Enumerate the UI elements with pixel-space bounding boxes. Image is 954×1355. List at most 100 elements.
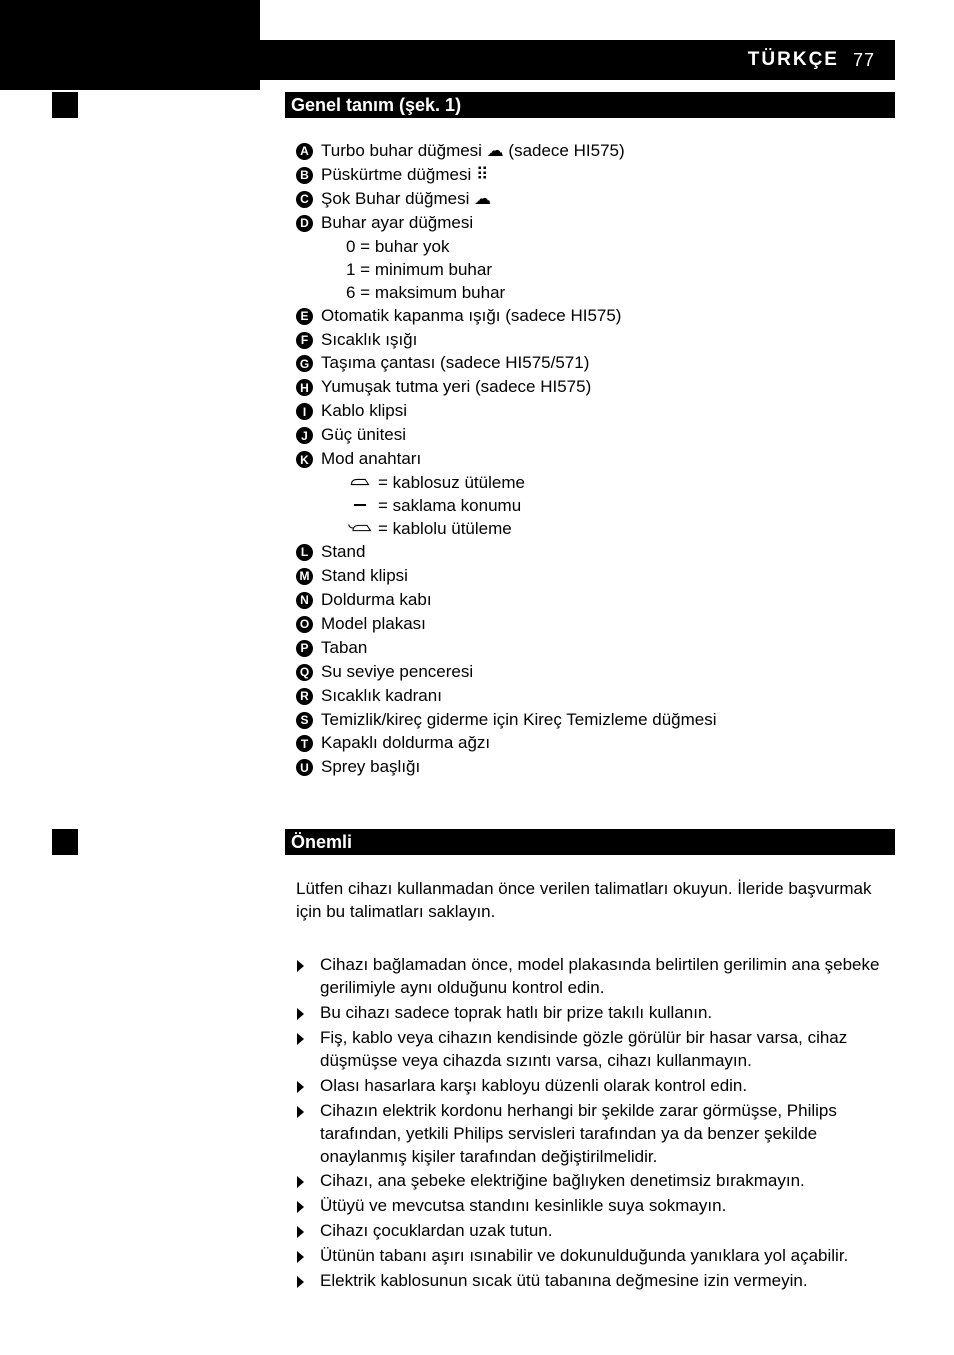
- item-text: Şok Buhar düğmesi ☁: [321, 188, 881, 211]
- bullet-text: Olası hasarlara karşı kabloyu düzenli ol…: [320, 1075, 881, 1098]
- bullet-item: Bu cihazı sadece toprak hatlı bir prize …: [296, 1002, 881, 1025]
- cordless-icon: [346, 472, 374, 495]
- sub-item: = saklama konumu: [346, 495, 881, 518]
- letter-badge: D: [296, 215, 313, 232]
- item-text: Mod anahtarı: [321, 448, 881, 471]
- sub-item: 0 = buhar yok: [346, 236, 881, 259]
- page-number: 77: [853, 50, 875, 71]
- list-item: JGüç ünitesi: [296, 424, 881, 447]
- item-text: Doldurma kabı: [321, 589, 881, 612]
- list-item: D Buhar ayar düğmesi: [296, 212, 881, 235]
- bullet-item: Olası hasarlara karşı kabloyu düzenli ol…: [296, 1075, 881, 1098]
- bullet-icon: [296, 959, 306, 973]
- item-text: Sıcaklık kadranı: [321, 685, 881, 708]
- list-item: B Püskürtme düğmesi ⠿: [296, 164, 881, 187]
- bullet-item: Ütünün tabanı aşırı ısınabilir ve dokunu…: [296, 1245, 881, 1268]
- bullet-icon: [296, 1225, 306, 1239]
- list-item: EOtomatik kapanma ışığı (sadece HI575): [296, 305, 881, 328]
- sub-item-text: = kablolu ütüleme: [378, 518, 512, 541]
- intro-text: Lütfen cihazı kullanmadan önce verilen t…: [296, 878, 881, 924]
- bullet-icon: [296, 1007, 306, 1021]
- bullet-text: Elektrik kablosunun sıcak ütü tabanına d…: [320, 1270, 881, 1293]
- bullet-text: Fiş, kablo veya cihazın kendisinde gözle…: [320, 1027, 881, 1073]
- sub-item-text: = saklama konumu: [378, 495, 521, 518]
- letter-badge: L: [296, 544, 313, 561]
- item-text: Püskürtme düğmesi ⠿: [321, 164, 881, 187]
- bullet-item: Elektrik kablosunun sıcak ütü tabanına d…: [296, 1270, 881, 1293]
- list-item: G Taşıma çantası (sadece HI575/571): [296, 352, 881, 375]
- letter-badge: Q: [296, 664, 313, 681]
- language-label: TÜRKÇE: [748, 49, 839, 71]
- item-text: Turbo buhar düğmesi ☁ (sadece HI575): [321, 140, 881, 163]
- letter-badge: U: [296, 759, 313, 776]
- bullet-text: Cihazı çocuklardan uzak tutun.: [320, 1220, 881, 1243]
- list-item: RSıcaklık kadranı: [296, 685, 881, 708]
- corded-icon: [346, 518, 374, 541]
- letter-badge: N: [296, 592, 313, 609]
- bullet-item: Cihazı, ana şebeke elektriğine bağlıyken…: [296, 1170, 881, 1193]
- sub-item: 6 = maksimum buhar: [346, 282, 881, 305]
- item-text: Su seviye penceresi: [321, 661, 881, 684]
- bullet-item: Cihazı bağlamadan önce, model plakasında…: [296, 954, 881, 1000]
- list-item: ATurbo buhar düğmesi ☁ (sadece HI575): [296, 140, 881, 163]
- letter-badge: I: [296, 403, 313, 420]
- letter-badge: E: [296, 308, 313, 325]
- letter-badge: S: [296, 712, 313, 729]
- bullet-item: Cihazı çocuklardan uzak tutun.: [296, 1220, 881, 1243]
- letter-badge: G: [296, 355, 313, 372]
- letter-badge: K: [296, 451, 313, 468]
- list-item: I Kablo klipsi: [296, 400, 881, 423]
- list-item: T Kapaklı doldurma ağzı: [296, 732, 881, 755]
- item-text: Stand: [321, 541, 881, 564]
- section2-title: Önemli: [291, 832, 352, 852]
- bullet-icon: [296, 1175, 306, 1189]
- list-item: L Stand: [296, 541, 881, 564]
- item-text: Kablo klipsi: [321, 400, 881, 423]
- section2-intro: Lütfen cihazı kullanmadan önce verilen t…: [296, 878, 881, 940]
- item-text: Stand klipsi: [321, 565, 881, 588]
- list-item: M Stand klipsi: [296, 565, 881, 588]
- list-item: H Yumuşak tutma yeri (sadece HI575): [296, 376, 881, 399]
- letter-badge: M: [296, 568, 313, 585]
- item-text: Taşıma çantası (sadece HI575/571): [321, 352, 881, 375]
- bullet-item: Ütüyü ve mevcutsa standını kesinlikle su…: [296, 1195, 881, 1218]
- page-header: TÜRKÇE 77: [0, 40, 895, 80]
- item-text: Temizlik/kireç giderme için Kireç Temizl…: [321, 709, 881, 732]
- item-text: Taban: [321, 637, 881, 660]
- letter-badge: C: [296, 191, 313, 208]
- dash-icon: [346, 495, 374, 518]
- bullet-text: Cihazı, ana şebeke elektriğine bağlıyken…: [320, 1170, 881, 1193]
- list-item: OModel plakası: [296, 613, 881, 636]
- item-text: Yumuşak tutma yeri (sadece HI575): [321, 376, 881, 399]
- letter-badge: B: [296, 167, 313, 184]
- bullet-icon: [296, 1032, 306, 1046]
- item-text: Kapaklı doldurma ağzı: [321, 732, 881, 755]
- bullet-text: Cihazı bağlamadan önce, model plakasında…: [320, 954, 881, 1000]
- list-item: C Şok Buhar düğmesi ☁: [296, 188, 881, 211]
- letter-badge: T: [296, 735, 313, 752]
- section1-content: ATurbo buhar düğmesi ☁ (sadece HI575) B Pü…: [296, 140, 881, 780]
- bullet-item: Fiş, kablo veya cihazın kendisinde gözle…: [296, 1027, 881, 1073]
- list-item: PTaban: [296, 637, 881, 660]
- bullet-text: Ütüyü ve mevcutsa standını kesinlikle su…: [320, 1195, 881, 1218]
- section-title-bar: Önemli: [285, 829, 895, 855]
- sub-item: 1 = minimum buhar: [346, 259, 881, 282]
- letter-badge: H: [296, 379, 313, 396]
- list-item: Q Su seviye penceresi: [296, 661, 881, 684]
- section-marker: [52, 92, 78, 118]
- section2-bullets: Cihazı bağlamadan önce, model plakasında…: [296, 954, 881, 1295]
- bullet-text: Cihazın elektrik kordonu herhangi bir şe…: [320, 1100, 881, 1169]
- bullet-icon: [296, 1275, 306, 1289]
- section1-title: Genel tanım (şek. 1): [291, 95, 461, 115]
- item-text: Sprey başlığı: [321, 756, 881, 779]
- bullet-icon: [296, 1080, 306, 1094]
- sub-item: = kablosuz ütüleme: [346, 472, 881, 495]
- letter-badge: J: [296, 427, 313, 444]
- sub-item-text: = kablosuz ütüleme: [378, 472, 525, 495]
- bullet-text: Bu cihazı sadece toprak hatlı bir prize …: [320, 1002, 881, 1025]
- list-item: U Sprey başlığı: [296, 756, 881, 779]
- list-item: FSıcaklık ışığı: [296, 329, 881, 352]
- section-marker: [52, 829, 78, 855]
- item-text: Buhar ayar düğmesi: [321, 212, 881, 235]
- list-item: K Mod anahtarı: [296, 448, 881, 471]
